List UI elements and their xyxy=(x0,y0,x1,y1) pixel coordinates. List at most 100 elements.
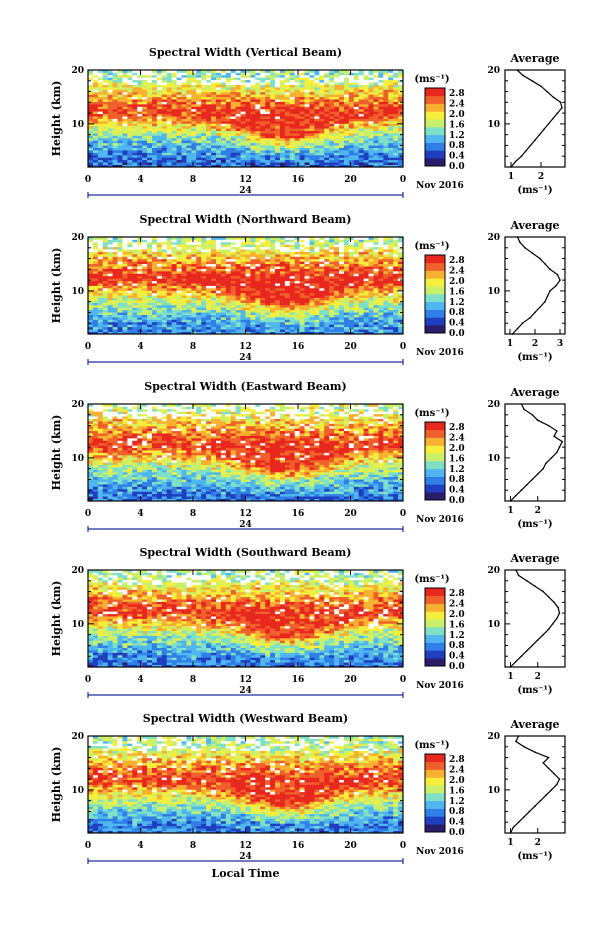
heatmap-cell xyxy=(176,86,182,90)
heatmap-cell xyxy=(314,74,320,78)
heatmap-cell xyxy=(329,237,335,240)
heatmap-cell xyxy=(398,89,404,93)
heatmap-cell xyxy=(260,135,266,139)
heatmap-cell xyxy=(348,120,355,124)
heatmap-cell xyxy=(240,128,246,132)
heatmap-cell xyxy=(122,125,128,129)
heatmap-cell xyxy=(378,106,384,110)
heatmap-cell xyxy=(142,290,148,294)
heatmap-cell xyxy=(107,292,114,296)
heatmap-cell xyxy=(196,326,202,330)
heatmap-cell xyxy=(304,111,310,115)
heatmap-cell xyxy=(314,275,320,279)
heatmap-cell xyxy=(215,123,222,127)
heatmap-cell xyxy=(393,77,399,81)
heatmap-cell xyxy=(265,237,271,240)
heatmap-cell xyxy=(393,118,399,122)
heatmap-cell xyxy=(156,251,163,255)
heatmap-cell xyxy=(324,106,330,110)
heatmap-cell xyxy=(265,263,271,267)
heatmap-cell xyxy=(279,130,286,134)
heatmap-cell xyxy=(294,300,301,303)
heatmap-cell xyxy=(191,278,197,282)
heatmap-cell xyxy=(191,266,197,269)
heatmap-cell xyxy=(275,74,281,78)
heatmap-cell xyxy=(191,135,197,139)
heatmap-cell xyxy=(334,324,340,328)
heatmap-cell xyxy=(235,84,241,88)
heatmap-cell xyxy=(339,304,345,308)
heatmap-cell xyxy=(334,157,340,161)
heatmap-cell xyxy=(275,244,281,248)
heatmap-cell xyxy=(151,246,158,250)
heatmap-cell xyxy=(255,295,261,299)
heatmap-cell xyxy=(107,249,114,252)
heatmap-cell xyxy=(294,145,301,148)
heatmap-cell xyxy=(289,297,296,301)
heatmap-cell xyxy=(383,154,389,158)
heatmap-cell xyxy=(191,84,197,88)
heatmap-cell xyxy=(363,116,369,119)
heatmap-cell xyxy=(186,150,192,153)
heatmap-cell xyxy=(176,263,182,267)
heatmap-cell xyxy=(137,304,143,308)
heatmap-cell xyxy=(201,113,207,117)
heatmap-cell xyxy=(230,118,237,122)
heatmap-cell xyxy=(186,135,192,139)
heatmap-cell xyxy=(348,152,355,156)
heatmap-cell xyxy=(220,133,227,136)
heatmap-cell xyxy=(393,133,399,136)
heatmap-cell xyxy=(176,74,182,78)
heatmap-cell xyxy=(161,108,168,112)
heatmap-cell xyxy=(97,89,104,93)
heatmap-cell xyxy=(156,270,163,274)
heatmap-cell xyxy=(191,317,197,320)
heatmap-cell xyxy=(137,128,143,132)
heatmap-cell xyxy=(255,94,261,98)
heatmap-cell xyxy=(250,285,256,289)
heatmap-cell xyxy=(156,302,163,306)
heatmap-cell xyxy=(171,118,177,122)
heatmap-cell xyxy=(309,268,315,272)
heatmap-cell xyxy=(176,241,182,245)
heatmap-cell xyxy=(97,159,104,163)
heatmap-cell xyxy=(314,295,320,299)
heatmap-cell xyxy=(166,314,173,318)
heatmap-cell xyxy=(215,246,222,250)
heatmap-cell xyxy=(206,103,212,107)
heatmap-cell xyxy=(102,241,109,245)
heatmap-cell xyxy=(201,147,207,151)
heatmap-cell xyxy=(137,162,143,165)
heatmap-cell xyxy=(275,253,281,257)
heatmap-cell xyxy=(393,130,399,134)
heatmap-cell xyxy=(171,137,177,141)
heatmap-cell xyxy=(270,321,276,325)
heatmap-cell xyxy=(156,326,163,330)
heatmap-cell xyxy=(255,321,261,325)
heatmap-cell xyxy=(398,162,404,165)
heatmap-cell xyxy=(206,324,212,328)
profile-point xyxy=(520,155,523,157)
heatmap-cell xyxy=(191,300,197,303)
heatmap-cell xyxy=(348,84,355,88)
heatmap-cell xyxy=(147,280,153,284)
heatmap-cell xyxy=(339,99,345,102)
heatmap-cell xyxy=(127,74,133,78)
heatmap-cell xyxy=(186,258,192,262)
heatmap-cell xyxy=(334,125,340,129)
heatmap-cell xyxy=(368,123,374,127)
heatmap-cell xyxy=(235,292,241,296)
heatmap-cell xyxy=(206,287,212,291)
heatmap-cell xyxy=(122,261,128,265)
heatmap-cell xyxy=(368,145,374,148)
heatmap-cell xyxy=(353,123,360,127)
heatmap-cell xyxy=(225,79,232,83)
heatmap-cell xyxy=(161,74,168,78)
heatmap-cell xyxy=(353,263,360,267)
heatmap-cell xyxy=(97,123,104,127)
heatmap-cell xyxy=(225,246,232,250)
heatmap-cell xyxy=(181,314,187,318)
heatmap-cell xyxy=(92,118,99,122)
heatmap-cell xyxy=(299,145,305,148)
heatmap-cell xyxy=(181,319,187,323)
